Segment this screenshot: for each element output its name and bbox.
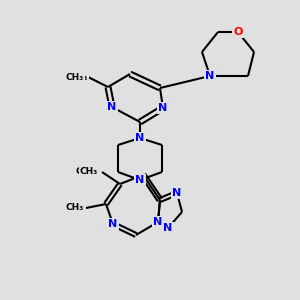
Text: CH₃: CH₃ [80,167,98,176]
Text: N: N [135,133,145,143]
Text: CH₃: CH₃ [76,167,94,176]
Text: N: N [158,103,168,113]
Text: N: N [135,175,145,185]
Text: N: N [164,223,172,233]
Text: N: N [108,219,118,229]
Text: CH₃: CH₃ [70,73,88,82]
Text: O: O [233,27,243,37]
Text: N: N [172,188,182,198]
Text: N: N [164,223,172,233]
Text: N: N [158,103,168,113]
Text: O: O [233,27,243,37]
Text: N: N [206,71,214,81]
Text: N: N [172,188,182,198]
Text: CH₃: CH₃ [66,73,84,82]
Text: N: N [107,102,117,112]
Text: N: N [135,133,145,143]
Text: N: N [153,217,163,227]
Text: N: N [135,175,145,185]
Text: CH₃: CH₃ [66,203,84,212]
Text: N: N [107,102,117,112]
Text: N: N [108,219,118,229]
Text: N: N [153,217,163,227]
Text: N: N [206,71,214,81]
Text: CH₃: CH₃ [66,203,84,212]
